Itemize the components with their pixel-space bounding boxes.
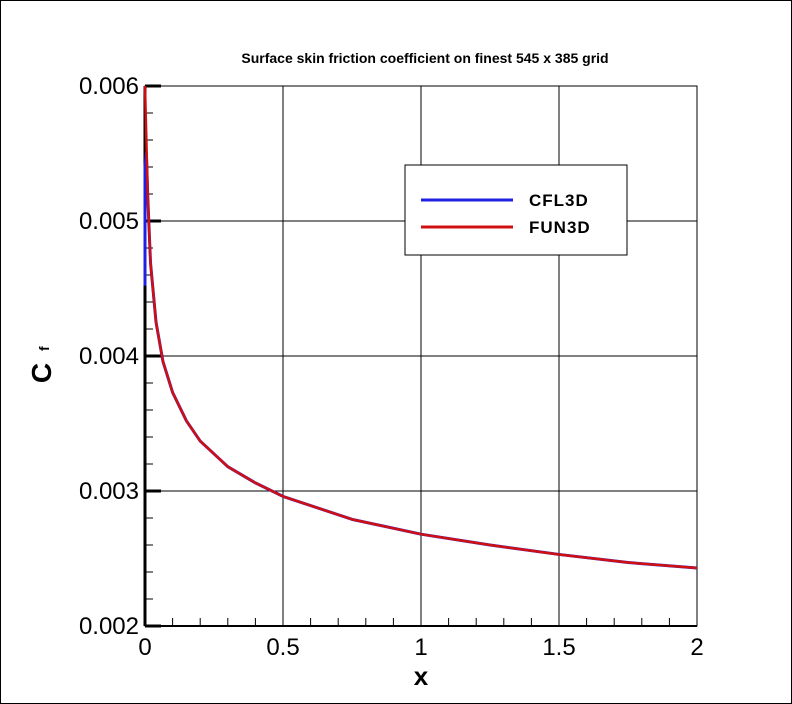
y-axis-label: C [26, 363, 57, 383]
x-tick-label: 2 [690, 634, 703, 661]
legend-box [404, 164, 628, 256]
x-tick-label: 1 [414, 634, 427, 661]
x-tick-label: 0.5 [266, 634, 299, 661]
y-axis-label-main: C [26, 363, 57, 383]
ticks: 0 0.5 1 1.5 2 0.002 0.003 0.004 0.005 0.006 [79, 73, 704, 661]
y-tick-label: 0.005 [79, 208, 139, 235]
x-axis-label: x [414, 661, 429, 691]
chart-title: Surface skin friction coefficient on fin… [241, 50, 608, 66]
legend-label-cfl3d: CFL3D [529, 191, 589, 210]
y-tick-label: 0.004 [79, 343, 139, 370]
y-tick-label: 0.006 [79, 73, 139, 100]
y-tick-label: 0.002 [79, 613, 139, 640]
y-axis-label-subscript: f [36, 346, 52, 351]
y-tick-label: 0.003 [79, 478, 139, 505]
y-axis-label-subscript-group: f [36, 346, 52, 351]
x-tick-label: 0 [138, 634, 151, 661]
x-tick-label: 1.5 [542, 634, 575, 661]
series-line-fun3d [143, 85, 698, 570]
series-group [143, 85, 698, 570]
legend: CFL3D FUN3D [404, 164, 628, 256]
legend-label-fun3d: FUN3D [529, 218, 591, 237]
